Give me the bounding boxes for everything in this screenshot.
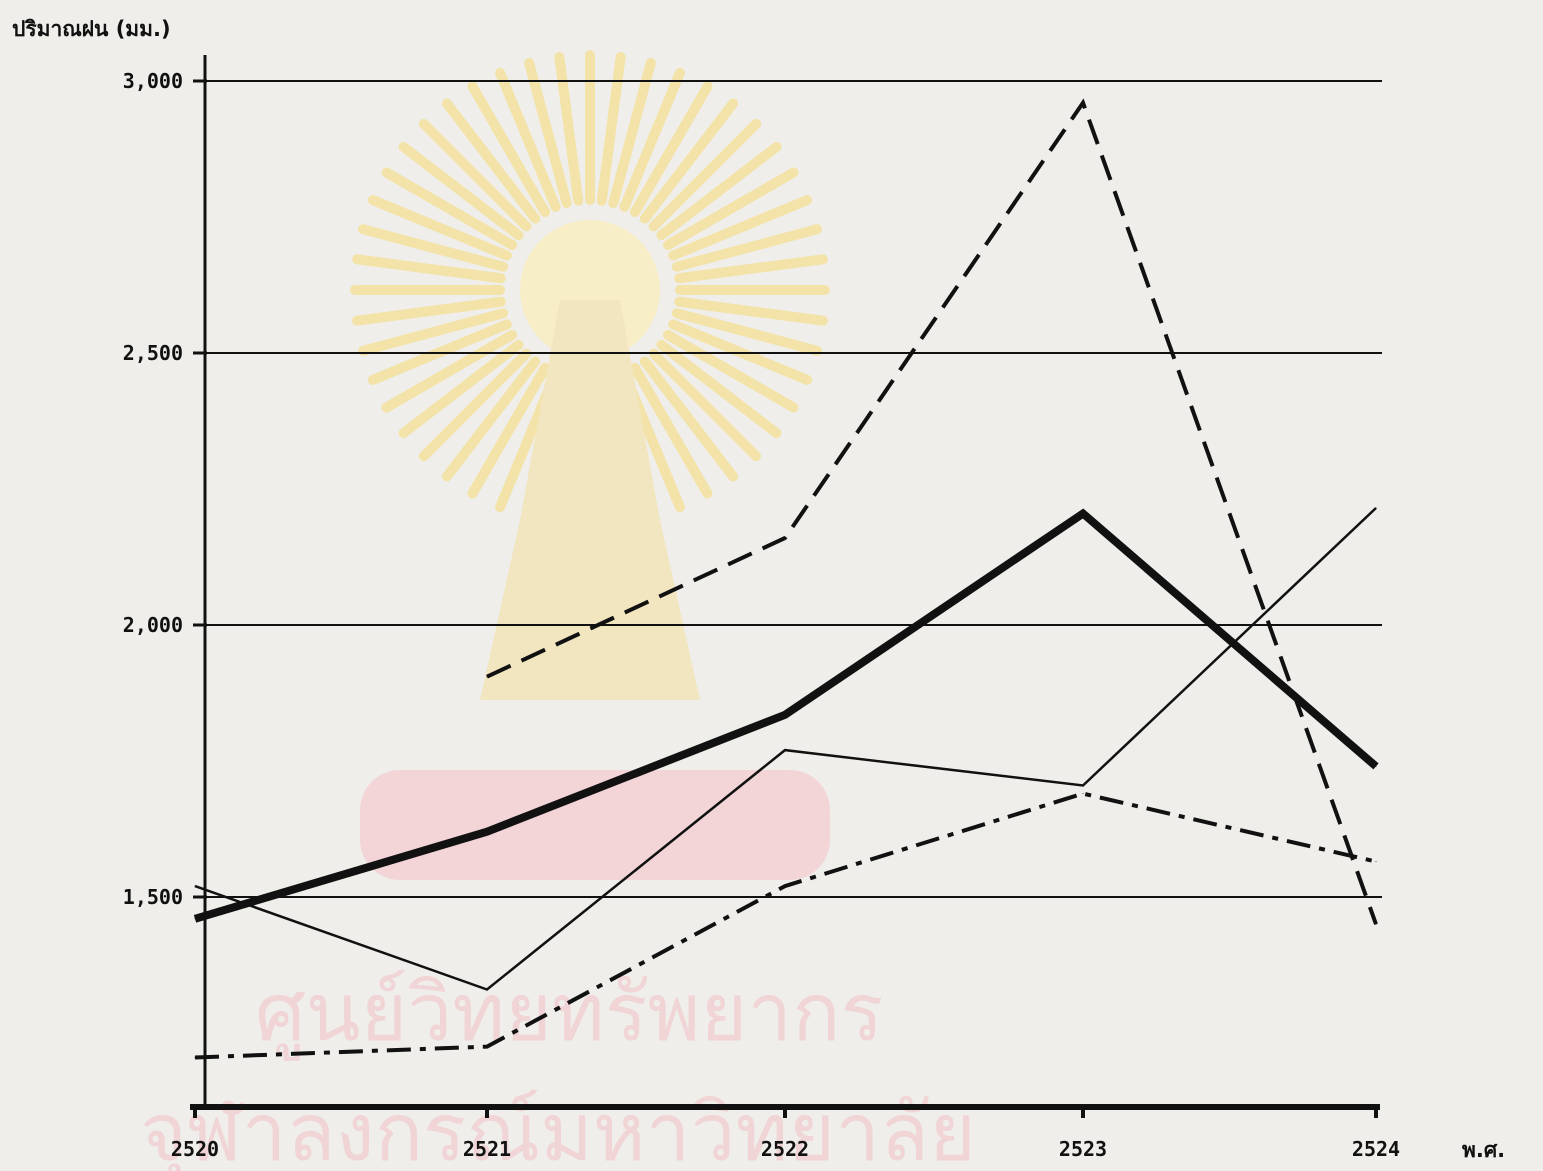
emblem-ray xyxy=(398,339,524,439)
data-point xyxy=(1375,765,1377,767)
watermark-line-2: จุฬาลงกรณ์มหาวิทยาลัย xyxy=(140,1086,976,1171)
watermark-line-1: ศูนย์วิทยทรัพยากร xyxy=(255,966,884,1061)
emblem-ray xyxy=(639,98,739,224)
data-point xyxy=(1082,102,1084,104)
data-point xyxy=(784,714,786,716)
emblem-base xyxy=(360,770,830,880)
ticks: 1,500 2,000 2,500 3,000 2520 2521 2522 2523 2524 xyxy=(123,69,1400,1161)
emblem-ray xyxy=(358,308,509,356)
emblem-ray xyxy=(352,254,506,284)
y-tick-label: 2,000 xyxy=(123,613,183,637)
emblem-center xyxy=(520,220,660,360)
emblem-ray xyxy=(441,98,541,224)
emblem-ray xyxy=(441,356,541,482)
emblem-ray xyxy=(671,308,822,356)
x-tick-label: 2521 xyxy=(463,1137,511,1161)
emblem-ray xyxy=(418,348,532,462)
gridlines xyxy=(195,80,1382,898)
emblem-ray xyxy=(630,362,713,499)
emblem-ray xyxy=(495,67,561,212)
emblem-ray xyxy=(671,224,822,272)
data-point xyxy=(1375,861,1377,863)
watermark: ศูนย์วิทยทรัพยากร จุฬาลงกรณ์มหาวิทยาลัย xyxy=(140,50,976,1171)
emblem-ray xyxy=(639,356,739,482)
data-point xyxy=(486,831,488,833)
emblem-ray xyxy=(656,141,782,241)
data-point xyxy=(1082,785,1084,786)
data-point xyxy=(194,1057,196,1058)
x-tick-label: 2522 xyxy=(761,1137,809,1161)
emblem-ray xyxy=(524,58,572,209)
series-line-dashed xyxy=(486,98,1378,925)
y-tick-label: 3,000 xyxy=(123,69,183,93)
data-point xyxy=(784,885,786,887)
emblem-ray xyxy=(467,362,550,499)
x-tick-label: 2520 xyxy=(171,1137,219,1161)
emblem-ray xyxy=(608,58,656,209)
emblem-ray xyxy=(674,296,828,326)
data-point xyxy=(486,989,488,990)
emblem-ray xyxy=(656,339,782,439)
data-point xyxy=(1375,507,1377,509)
emblem-ray xyxy=(381,330,518,413)
emblem-ray xyxy=(381,167,518,250)
data-point xyxy=(194,918,196,920)
university-emblem-icon xyxy=(350,50,830,880)
emblem-ray xyxy=(398,141,524,241)
x-tick-label: 2524 xyxy=(1352,1137,1400,1161)
y-tick-label: 1,500 xyxy=(123,885,183,909)
data-point xyxy=(1082,513,1084,514)
data-point xyxy=(486,1046,488,1048)
emblem-ray xyxy=(467,81,550,218)
emblem-ray xyxy=(668,195,813,261)
emblem-ray xyxy=(630,81,713,218)
y-tick-label: 2,500 xyxy=(123,341,183,365)
x-tick-label: 2523 xyxy=(1059,1137,1107,1161)
emblem-ray xyxy=(418,118,532,232)
emblem-ray xyxy=(662,167,799,250)
data-point xyxy=(1082,793,1084,795)
y-axis-title: ปริมาณฝน (มม.) xyxy=(12,17,171,41)
emblem-ray xyxy=(352,296,506,326)
x-axis-title: พ.ศ. xyxy=(1462,1138,1505,1162)
emblem-ray xyxy=(358,224,509,272)
emblem-ray xyxy=(674,254,828,284)
data-point xyxy=(486,676,488,678)
emblem-ray xyxy=(619,67,685,212)
emblem-crown xyxy=(480,300,700,700)
data-point xyxy=(1375,923,1377,925)
data-point xyxy=(784,537,786,539)
data-point xyxy=(784,749,786,751)
emblem-ray xyxy=(648,348,762,462)
emblem-ray xyxy=(367,195,512,261)
series-layer xyxy=(193,98,1379,1060)
series-line-thin-solid xyxy=(194,507,1377,991)
data-point xyxy=(194,885,196,887)
emblem-ray xyxy=(662,330,799,413)
emblem-ray xyxy=(648,118,762,232)
